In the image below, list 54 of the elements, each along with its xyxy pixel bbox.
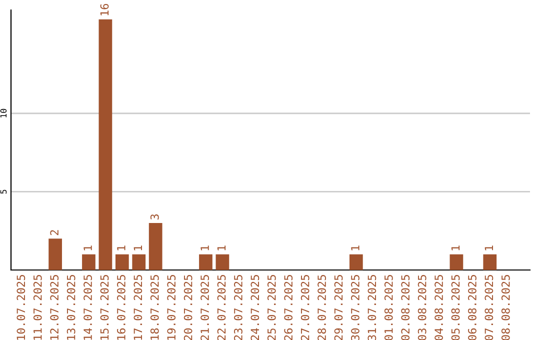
bar: [48, 238, 62, 270]
data-label: 3: [150, 214, 159, 220]
x-tick-label: 11.07.2025: [33, 275, 42, 340]
bar: [148, 223, 162, 270]
y-tick-label: 5: [0, 190, 7, 194]
x-tick-label: 19.07.2025: [167, 275, 176, 340]
x-tick-label: 08.08.2025: [501, 275, 510, 340]
bar: [199, 254, 212, 270]
x-tick-label: 21.07.2025: [200, 275, 209, 340]
x-tick-label: 14.07.2025: [84, 275, 92, 340]
x-tick-label: 17.07.2025: [134, 275, 142, 340]
y-tick-label: 10: [0, 108, 7, 118]
x-tick-label: 29.07.2025: [334, 275, 343, 340]
x-tick-label: 27.07.2025: [300, 275, 310, 340]
data-label: 1: [451, 246, 460, 250]
x-tick-label: 15.07.2025: [100, 275, 109, 340]
data-label: 1: [200, 246, 209, 250]
x-tick-label: 07.08.2025: [484, 275, 494, 340]
x-tick-label: 01.08.2025: [384, 275, 393, 340]
bar: [132, 254, 146, 270]
bar: [349, 254, 363, 270]
x-tick-label: 26.07.2025: [284, 275, 293, 340]
data-label: 1: [84, 246, 92, 250]
bar: [216, 254, 230, 270]
bar: [450, 254, 464, 270]
x-tick-label: 31.07.2025: [368, 275, 376, 340]
bar: [483, 254, 497, 270]
bar: [115, 254, 129, 270]
x-tick-label: 28.07.2025: [318, 275, 326, 340]
data-label: 16: [100, 4, 109, 16]
data-label: 1: [484, 246, 493, 250]
bar: [98, 19, 112, 270]
x-tick-label: 13.07.2025: [66, 275, 76, 340]
x-tick-label: 30.07.2025: [351, 275, 360, 340]
data-label: 1: [351, 246, 360, 250]
x-tick-label: 24.07.2025: [250, 275, 260, 340]
x-tick-label: 25.07.2025: [267, 275, 276, 340]
x-tick-label: 06.08.2025: [468, 275, 476, 340]
x-tick-label: 10.07.2025: [16, 275, 26, 340]
bar: [82, 254, 96, 270]
x-tick-label: 22.07.2025: [217, 275, 226, 340]
data-label: 1: [117, 246, 126, 250]
data-label: 2: [50, 230, 58, 236]
x-tick-label: 04.08.2025: [434, 275, 443, 340]
x-tick-label: 18.07.2025: [150, 275, 159, 340]
x-tick-label: 03.08.2025: [418, 275, 426, 340]
x-tick-label: 20.07.2025: [184, 275, 192, 340]
data-label: 1: [217, 246, 226, 250]
x-tick-label: 05.08.2025: [451, 275, 460, 340]
x-tick-label: 23.07.2025: [234, 275, 242, 340]
x-tick-label: 12.07.2025: [50, 275, 59, 340]
x-tick-label: 16.07.2025: [117, 275, 126, 340]
x-tick-label: 02.08.2025: [401, 275, 410, 340]
data-label: 1: [134, 246, 142, 250]
